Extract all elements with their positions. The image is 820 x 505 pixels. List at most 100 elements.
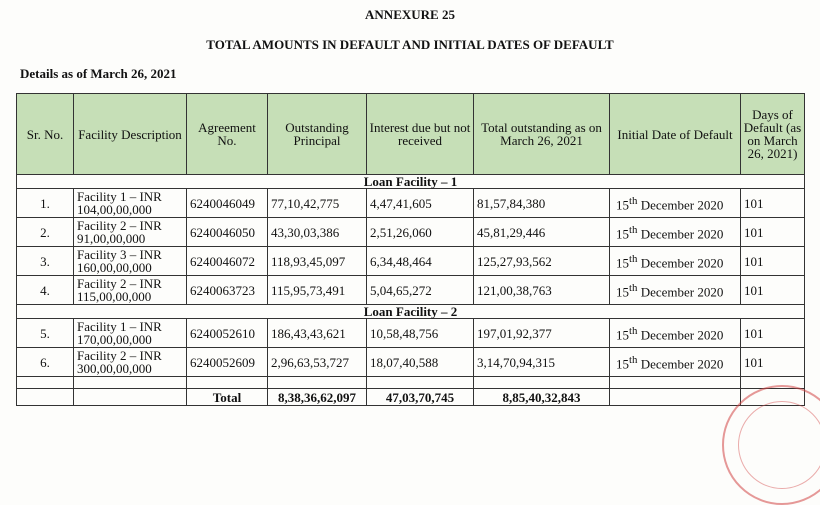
cell-total-outstanding: 3,14,70,94,315	[473, 347, 610, 377]
empty-cell	[73, 388, 187, 406]
empty-cell	[16, 388, 74, 406]
cell-total-outstanding: 121,00,38,763	[473, 275, 610, 305]
cell-initial-date: 15th December 2020	[609, 347, 741, 377]
empty-cell	[186, 376, 268, 389]
cell-total-outstanding: 45,81,29,446	[473, 217, 610, 247]
date-day: 15	[616, 255, 629, 271]
cell-days-of-default: 101	[740, 275, 805, 305]
cell-days-of-default: 101	[740, 188, 805, 218]
col-header-interest-due: Interest due but not received	[366, 93, 474, 175]
cell-initial-date: 15th December 2020	[609, 318, 741, 348]
col-header-sr-no: Sr. No.	[16, 93, 74, 175]
cell-sr-no: 2.	[16, 217, 74, 247]
total-interest: 47,03,70,745	[366, 388, 474, 406]
date-month-year: December 2020	[637, 327, 724, 343]
col-header-initial-date: Initial Date of Default	[609, 93, 741, 175]
col-header-total-outstanding: Total outstanding as on March 26, 2021	[473, 93, 610, 175]
cell-initial-date: 15th December 2020	[609, 246, 741, 276]
total-outstanding: 8,85,40,32,843	[473, 388, 610, 406]
empty-cell	[609, 388, 741, 406]
cell-agreement-no: 6240046049	[186, 188, 268, 218]
cell-outstanding-principal: 118,93,45,097	[267, 246, 367, 276]
cell-sr-no: 6.	[16, 347, 74, 377]
cell-outstanding-principal: 77,10,42,775	[267, 188, 367, 218]
cell-initial-date: 15th December 2020	[609, 217, 741, 247]
date-day-suffix: th	[629, 353, 638, 366]
table-row: 3. Facility 3 – INR 160,00,00,000 624004…	[16, 246, 805, 276]
col-header-days-of-default: Days of Default (as on March 26, 2021)	[740, 93, 805, 175]
section-row: Loan Facility – 1	[16, 174, 805, 189]
table-row: 2. Facility 2 – INR 91,00,00,000 6240046…	[16, 217, 805, 247]
date-day: 15	[616, 327, 629, 343]
date-day-suffix: th	[629, 252, 638, 265]
table-row: 4. Facility 2 – INR 115,00,00,000 624006…	[16, 275, 805, 305]
empty-cell	[16, 376, 74, 389]
cell-days-of-default: 101	[740, 217, 805, 247]
empty-cell	[609, 376, 741, 389]
cell-days-of-default: 101	[740, 318, 805, 348]
section-row: Loan Facility – 2	[16, 304, 805, 319]
totals-label: Total	[186, 388, 268, 406]
date-day: 15	[616, 197, 629, 213]
cell-outstanding-principal: 186,43,43,621	[267, 318, 367, 348]
date-month-year: December 2020	[637, 226, 724, 242]
cell-facility-description: Facility 3 – INR 160,00,00,000	[73, 246, 187, 276]
col-header-facility-description: Facility Description	[73, 93, 187, 175]
section-title: Loan Facility – 1	[16, 174, 805, 189]
empty-cell	[473, 376, 610, 389]
cell-total-outstanding: 125,27,93,562	[473, 246, 610, 276]
cell-outstanding-principal: 115,95,73,491	[267, 275, 367, 305]
empty-cell	[73, 376, 187, 389]
date-day: 15	[616, 356, 629, 372]
table-row: 6. Facility 2 – INR 300,00,00,000 624005…	[16, 347, 805, 377]
date-day: 15	[616, 284, 629, 300]
table-row: 1. Facility 1 – INR 104,00,00,000 624004…	[16, 188, 805, 218]
cell-sr-no: 3.	[16, 246, 74, 276]
cell-total-outstanding: 81,57,84,380	[473, 188, 610, 218]
col-header-agreement-no: Agreement No.	[186, 93, 268, 175]
date-month-year: December 2020	[637, 197, 724, 213]
cell-interest-due: 18,07,40,588	[366, 347, 474, 377]
cell-facility-description: Facility 2 – INR 300,00,00,000	[73, 347, 187, 377]
date-day-suffix: th	[629, 223, 638, 236]
cell-initial-date: 15th December 2020	[609, 188, 741, 218]
total-principal: 8,38,36,62,097	[267, 388, 367, 406]
cell-interest-due: 10,58,48,756	[366, 318, 474, 348]
cell-interest-due: 4,47,41,605	[366, 188, 474, 218]
cell-interest-due: 6,34,48,464	[366, 246, 474, 276]
cell-outstanding-principal: 43,30,03,386	[267, 217, 367, 247]
table-header-row: Sr. No. Facility Description Agreement N…	[16, 93, 805, 175]
cell-agreement-no: 6240052610	[186, 318, 268, 348]
cell-agreement-no: 6240046050	[186, 217, 268, 247]
cell-facility-description: Facility 1 – INR 104,00,00,000	[73, 188, 187, 218]
cell-sr-no: 1.	[16, 188, 74, 218]
date-day: 15	[616, 226, 629, 242]
cell-facility-description: Facility 2 – INR 115,00,00,000	[73, 275, 187, 305]
document-subheading: TOTAL AMOUNTS IN DEFAULT AND INITIAL DAT…	[206, 37, 614, 52]
empty-cell	[366, 376, 474, 389]
default-amounts-table: Sr. No. Facility Description Agreement N…	[16, 93, 805, 406]
date-month-year: December 2020	[637, 356, 724, 372]
cell-agreement-no: 6240052609	[186, 347, 268, 377]
date-month-year: December 2020	[637, 284, 724, 300]
cell-agreement-no: 6240046072	[186, 246, 268, 276]
cell-sr-no: 5.	[16, 318, 74, 348]
date-day-suffix: th	[629, 281, 638, 294]
cell-interest-due: 5,04,65,272	[366, 275, 474, 305]
cell-interest-due: 2,51,26,060	[366, 217, 474, 247]
date-day-suffix: th	[629, 194, 638, 207]
cell-total-outstanding: 197,01,92,377	[473, 318, 610, 348]
table-row: 5. Facility 1 – INR 170,00,00,000 624005…	[16, 318, 805, 348]
cell-agreement-no: 6240063723	[186, 275, 268, 305]
cell-days-of-default: 101	[740, 246, 805, 276]
empty-cell	[267, 376, 367, 389]
spacer-row	[16, 376, 805, 389]
annexure-heading: ANNEXURE 25	[365, 7, 455, 22]
date-day-suffix: th	[629, 324, 638, 337]
cell-outstanding-principal: 2,96,63,53,727	[267, 347, 367, 377]
cell-sr-no: 4.	[16, 275, 74, 305]
cell-days-of-default: 101	[740, 347, 805, 377]
totals-row: Total 8,38,36,62,097 47,03,70,745 8,85,4…	[16, 388, 805, 406]
date-month-year: December 2020	[637, 255, 724, 271]
cell-facility-description: Facility 1 – INR 170,00,00,000	[73, 318, 187, 348]
